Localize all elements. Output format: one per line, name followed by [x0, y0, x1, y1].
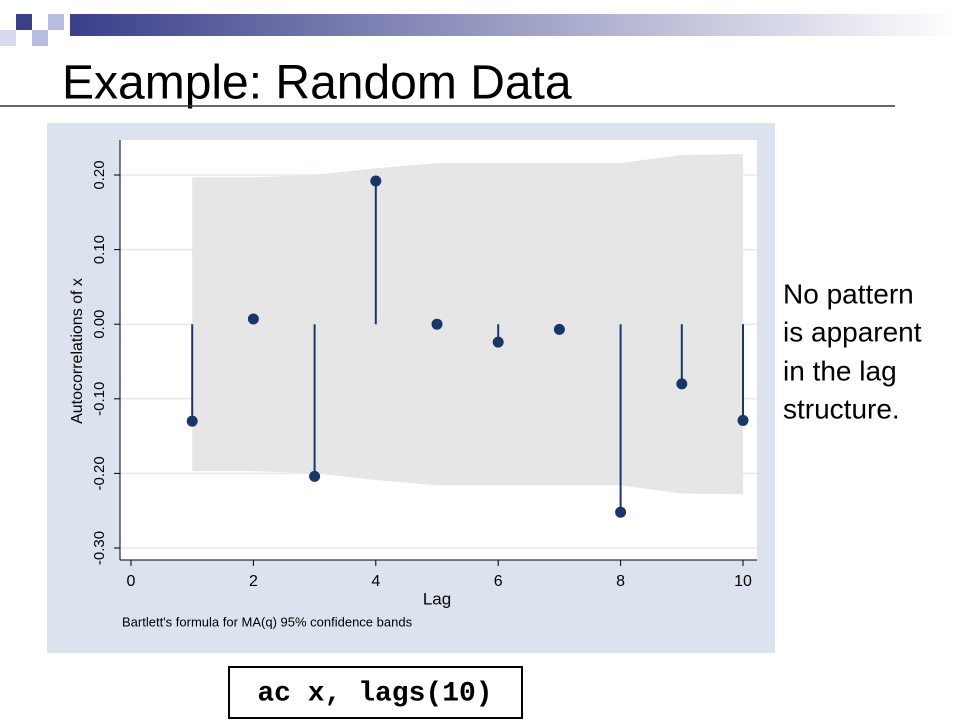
stem-marker [676, 378, 688, 390]
stem-marker [247, 313, 259, 325]
x-tick-label: 6 [494, 573, 503, 590]
y-tick-label: -0.30 [91, 531, 108, 565]
header-bar [70, 14, 960, 36]
stem-marker [615, 506, 627, 518]
stem-marker [370, 175, 382, 187]
x-tick-label: 8 [616, 573, 625, 590]
deco-square [0, 30, 16, 46]
stem-marker [492, 336, 504, 348]
chart: -0.30 -0.20 -0.10 0.00 0.10 0.20 0 2 4 6 8 10 Lag Aut… [69, 140, 757, 629]
y-tick-label: -0.20 [91, 456, 108, 490]
x-axis-title: Lag [423, 589, 451, 608]
stem-marker [309, 470, 321, 482]
y-tick-label: 0.10 [91, 235, 108, 264]
stem-marker [186, 415, 198, 427]
command-box [228, 666, 523, 719]
y-tick-label: -0.10 [91, 382, 108, 416]
deco-square [48, 14, 64, 30]
stem-marker [553, 323, 565, 335]
annotation-line: structure. [783, 393, 900, 424]
confidence-band [192, 154, 743, 495]
y-axis-title: Autocorrelations of x [69, 278, 86, 424]
annotation-line: in the lag [783, 355, 897, 386]
y-tick-label: 0.00 [91, 310, 108, 339]
annotation-line: No pattern [783, 278, 914, 309]
deco-square [32, 30, 48, 46]
x-tick-label: 4 [371, 573, 380, 590]
slide-title: Example: Random Data [62, 57, 572, 110]
stem-marker [737, 414, 749, 426]
deco-square [16, 14, 32, 30]
chart-note: Bartlett's formula for MA(q) 95% confide… [122, 614, 413, 629]
x-tick-label: 2 [249, 573, 258, 590]
annotation-line: is apparent [783, 316, 922, 347]
x-tick-label: 10 [734, 573, 752, 590]
stem-marker [431, 318, 443, 330]
y-tick-label: 0.20 [91, 160, 108, 189]
x-tick-label: 0 [127, 573, 136, 590]
command-text: ac x, lags(10) [257, 678, 492, 709]
